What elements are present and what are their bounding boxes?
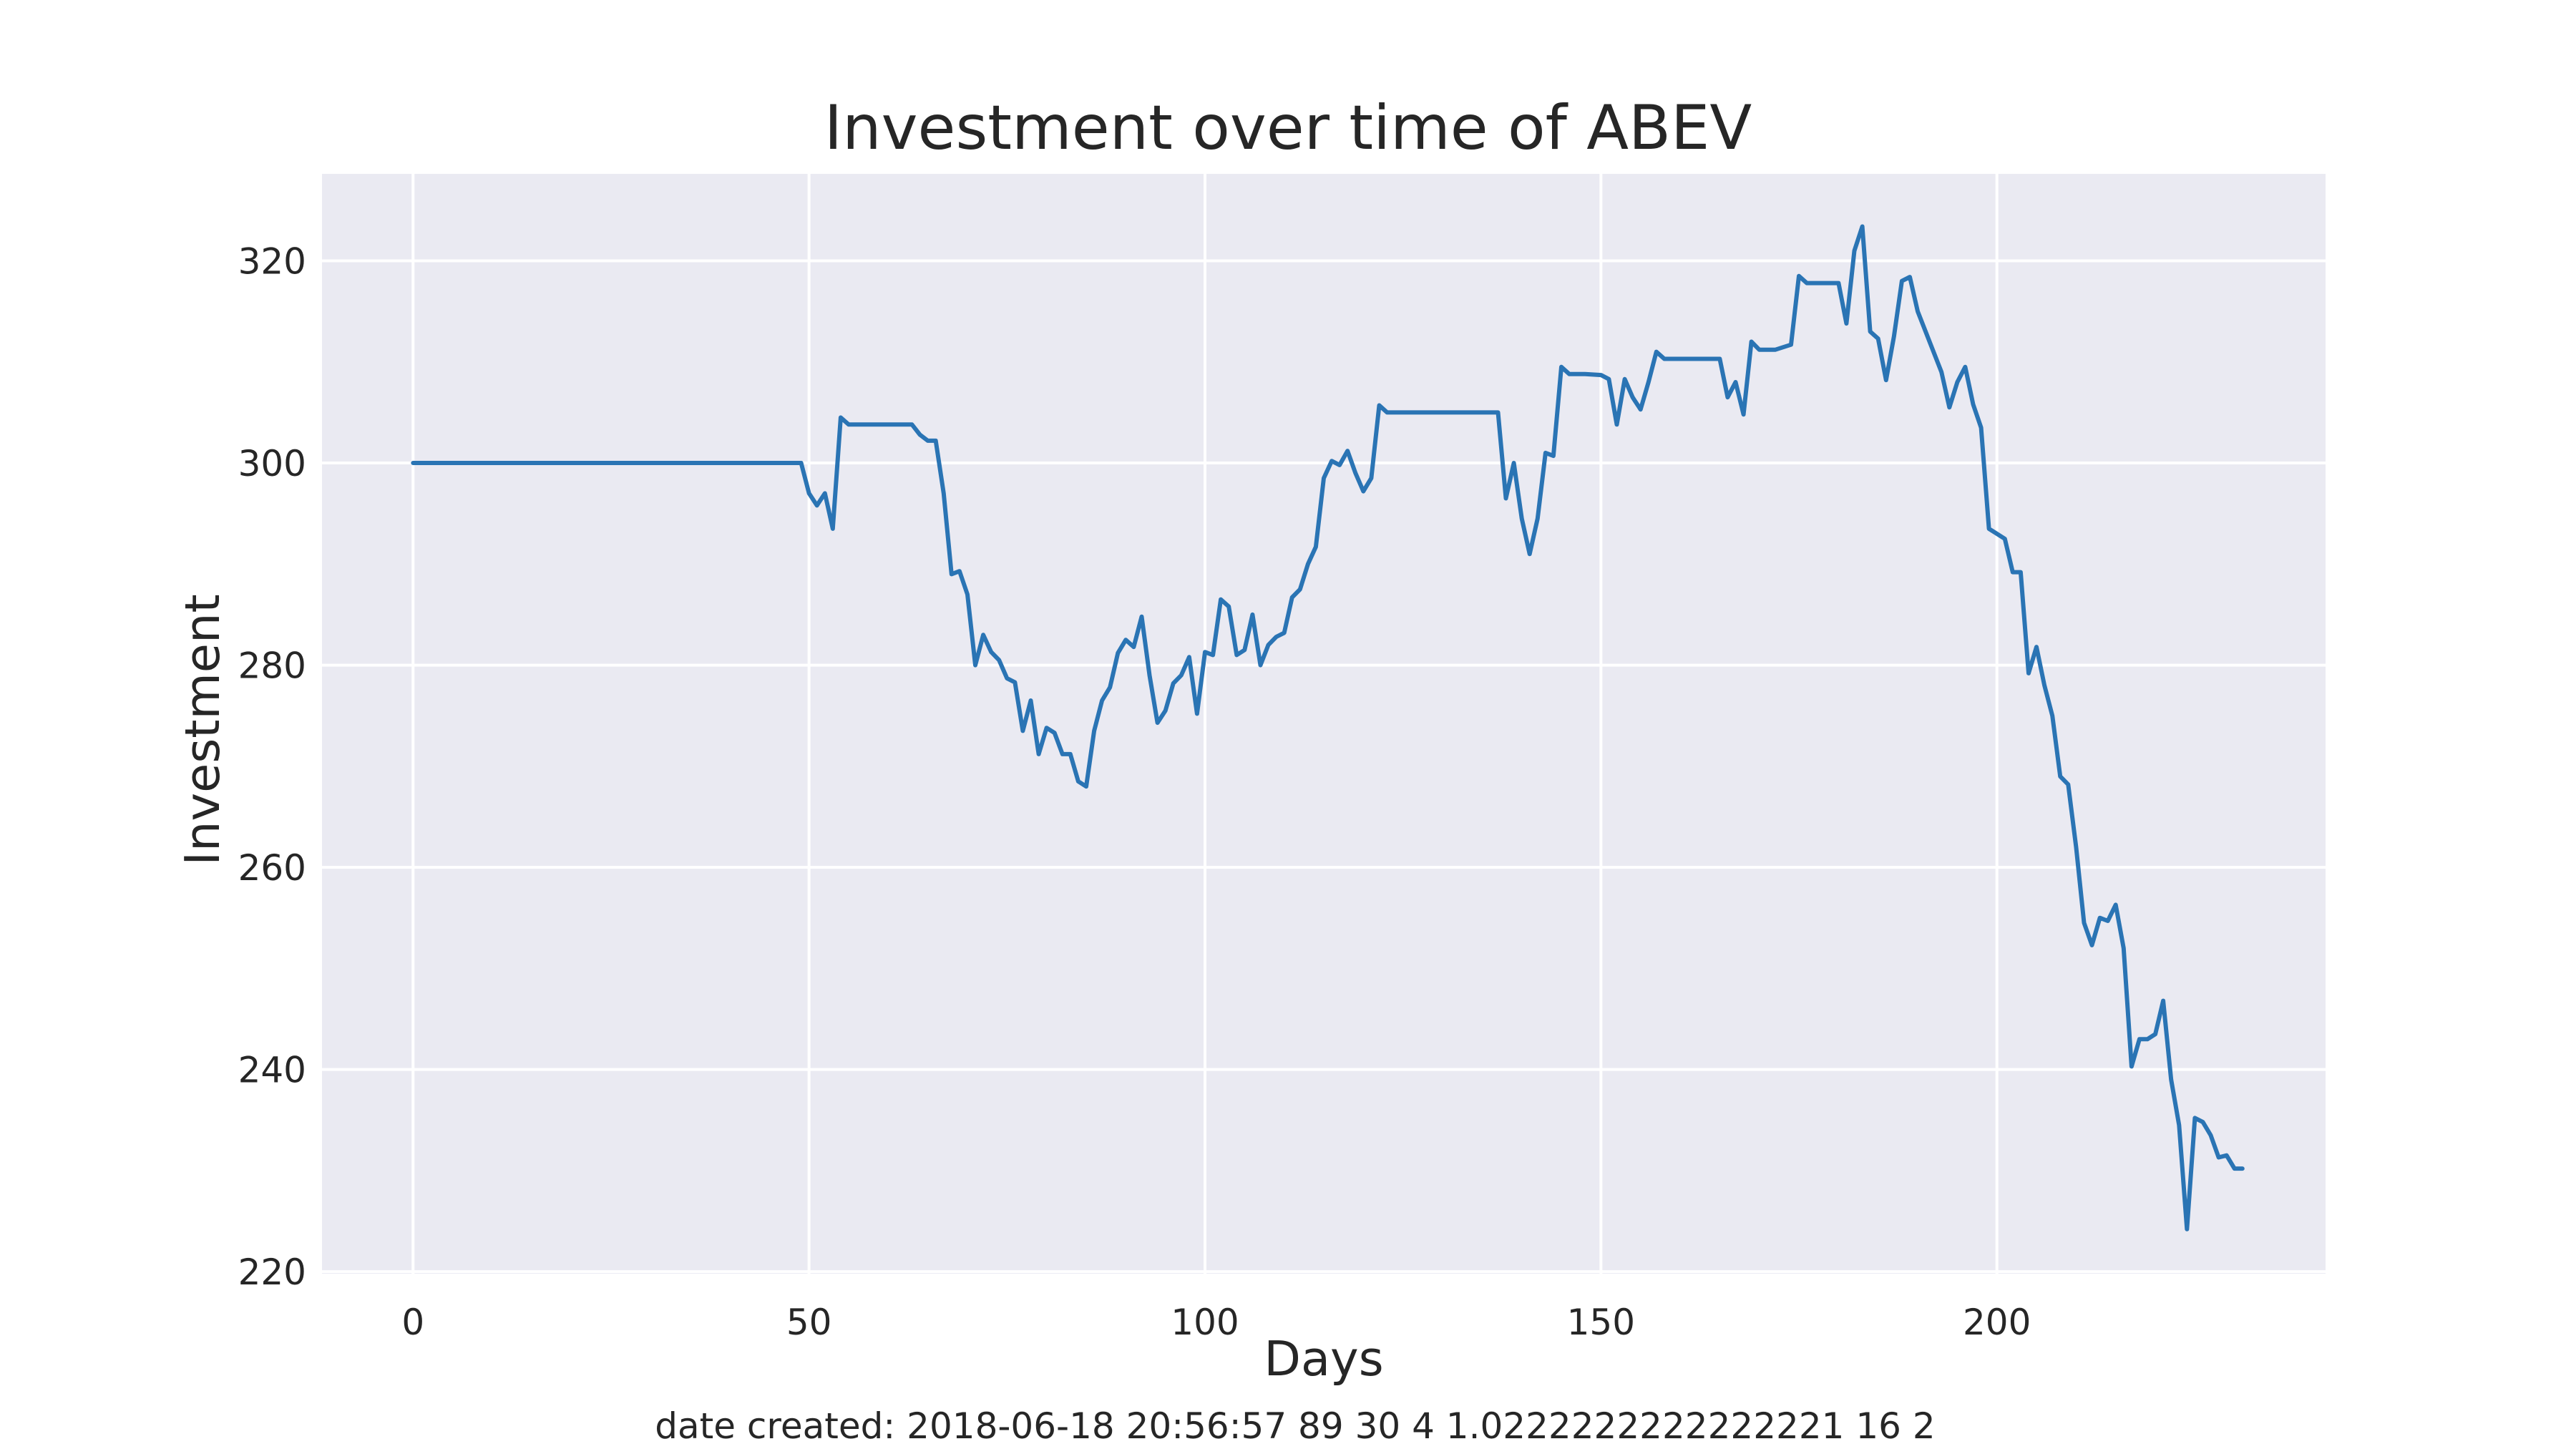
y-axis-label: Investment <box>175 594 230 866</box>
x-tick-label: 50 <box>786 1302 832 1343</box>
y-tick-label: 240 <box>238 1050 306 1091</box>
chart-title: Investment over time of ABEV <box>824 92 1752 164</box>
y-tick-label: 260 <box>238 847 306 889</box>
y-tick-label: 220 <box>238 1252 306 1293</box>
x-tick-label: 100 <box>1171 1302 1239 1343</box>
x-tick-label: 0 <box>401 1302 424 1343</box>
x-tick-label: 150 <box>1567 1302 1635 1343</box>
y-tick-label: 300 <box>238 443 306 484</box>
x-ticks: 0 50 100 150 200 <box>401 1302 2031 1343</box>
y-tick-label: 280 <box>238 645 306 687</box>
gridlines <box>322 174 2326 1274</box>
series-line <box>411 224 2245 1231</box>
y-tick-label: 320 <box>238 240 306 282</box>
y-ticks: 220 240 260 280 300 320 <box>238 240 306 1293</box>
footnote: date created: 2018-06-18 20:56:57 89 30 … <box>655 1405 1935 1447</box>
plot-area <box>322 174 2326 1274</box>
x-tick-label: 200 <box>1963 1302 2031 1343</box>
x-axis-label: Days <box>1264 1331 1383 1387</box>
